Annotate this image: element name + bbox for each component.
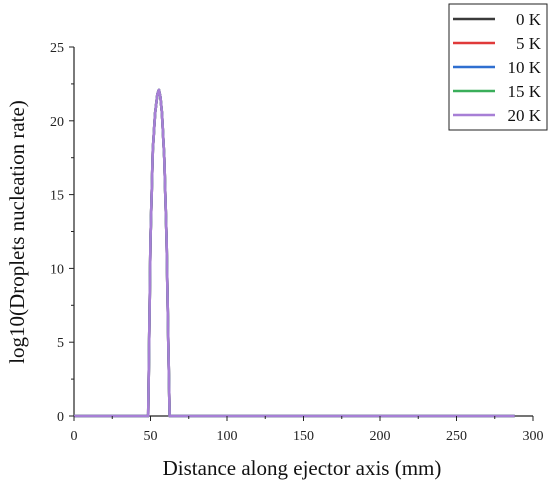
legend: 0 K 5 K 10 K 15 K 20 K xyxy=(448,3,548,131)
series-line-15-k xyxy=(74,88,515,418)
x-tick-label: 0 xyxy=(71,429,78,444)
x-axis-title: Distance along ejector axis (mm) xyxy=(163,456,442,480)
series-line-10-k xyxy=(74,88,515,418)
y-tick-label: 0 xyxy=(57,410,64,425)
x-tick-label: 300 xyxy=(523,429,544,444)
y-tick-label: 10 xyxy=(50,262,64,277)
legend-label: 15 K xyxy=(507,82,541,101)
ticks: 0 50 100 150 200 250 300 0 5 10 15 20 25 xyxy=(50,41,544,444)
y-tick-label: 5 xyxy=(57,336,64,351)
x-tick-label: 50 xyxy=(144,429,158,444)
y-tick-label: 20 xyxy=(50,115,64,130)
series-layer xyxy=(74,88,515,418)
legend-label: 10 K xyxy=(507,58,541,77)
legend-label: 20 K xyxy=(507,106,541,125)
x-tick-label: 200 xyxy=(370,429,391,444)
series-line-20-k xyxy=(74,88,515,418)
y-axis-title: log10(Droplets nucleation rate) xyxy=(5,100,29,364)
x-tick-label: 100 xyxy=(217,429,238,444)
y-tick-label: 15 xyxy=(50,189,64,204)
legend-label: 5 K xyxy=(516,34,542,53)
series-line-0-k xyxy=(74,88,515,418)
legend-label: 0 K xyxy=(516,10,542,29)
y-tick-label: 25 xyxy=(50,41,64,56)
x-tick-label: 150 xyxy=(293,429,314,444)
series-line-5-k xyxy=(74,88,515,418)
x-tick-label: 250 xyxy=(446,429,467,444)
legend-box xyxy=(448,3,548,131)
